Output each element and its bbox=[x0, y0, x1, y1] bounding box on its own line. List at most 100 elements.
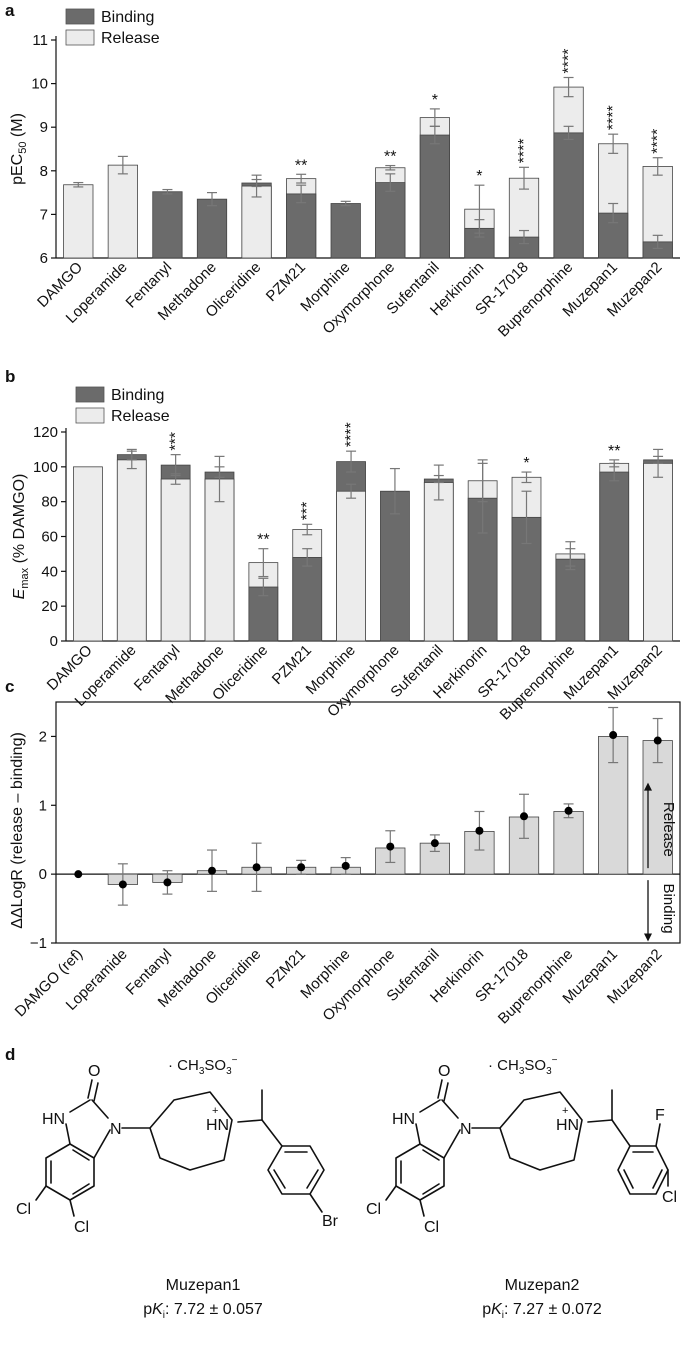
chart-c-point-methadone bbox=[208, 866, 216, 875]
panel-label-c: c bbox=[5, 677, 14, 696]
chart-a-ytick-label-8: 8 bbox=[40, 163, 48, 180]
chart-c-point-morphine bbox=[341, 861, 350, 870]
atom-nh: HN bbox=[392, 1111, 415, 1128]
chart-b-ytick-label-0: 0 bbox=[50, 633, 58, 650]
atom-cl: Cl bbox=[662, 1189, 677, 1206]
structure-muzepan1: · CH3SO3− O HN N HN + Br bbox=[16, 1055, 339, 1321]
chart-b-legend-swatch-binding bbox=[75, 386, 105, 403]
chart-a-bar-binding-methadone bbox=[196, 198, 228, 259]
chart-b-ytick-label-40: 40 bbox=[41, 563, 58, 580]
salt-label-muzepan1: · CH3SO3− bbox=[168, 1055, 238, 1077]
pki-muzepan2: pKi: 7.27 ± 0.072 bbox=[482, 1301, 602, 1321]
chart-a-bar-binding-fentanyl bbox=[152, 191, 183, 259]
panel-label-a: a bbox=[5, 1, 15, 20]
chart-b-bar-binding-buprenorphine bbox=[555, 558, 586, 642]
chart-b-legend: Binding Release bbox=[75, 386, 170, 425]
chart-b-sig-pzm21: *** bbox=[299, 502, 316, 521]
chart-b-sig-sr-17018: * bbox=[523, 455, 529, 472]
compound-name-muzepan2: Muzepan2 bbox=[505, 1277, 580, 1294]
chart-c-point-muzepan1 bbox=[609, 731, 618, 740]
chart-b-bar-release-muzepan2 bbox=[643, 462, 673, 642]
chart-a-bar-binding-pzm21 bbox=[286, 193, 317, 259]
chart-b-emax: 0 20 40 60 80 100 120 Emax (% DAMGO) Binding Rele… bbox=[11, 386, 680, 723]
atom-n: N bbox=[460, 1121, 472, 1138]
chart-c-point-buprenorphine bbox=[564, 806, 573, 815]
chart-a-sig-muzepan1: **** bbox=[605, 105, 622, 130]
chart-a-sig-oxymorphone: ** bbox=[384, 149, 396, 166]
chart-a-sig-herkinorin: * bbox=[476, 168, 482, 185]
chart-b-bar-binding-pzm21 bbox=[292, 557, 323, 642]
chart-c-point-sufentanil bbox=[430, 839, 439, 848]
atom-cl-2: Cl bbox=[424, 1219, 439, 1236]
chart-b-bar-release-damgo bbox=[73, 466, 103, 642]
chart-c-point-muzepan2 bbox=[653, 736, 662, 745]
chart-a-ytick-label-9: 9 bbox=[40, 119, 48, 136]
atom-o: O bbox=[438, 1063, 450, 1080]
chart-a-legend-label-binding: Binding bbox=[101, 9, 154, 26]
atom-f: F bbox=[655, 1107, 665, 1124]
chart-a-sig-sufentanil: * bbox=[432, 92, 438, 109]
chart-b-bar-binding-oxymorphone bbox=[380, 490, 410, 642]
chart-c-point-oliceridine bbox=[252, 863, 261, 872]
chart-a-legend-swatch-binding bbox=[65, 8, 95, 25]
atom-cl-2: Cl bbox=[74, 1219, 89, 1236]
panel-label-d: d bbox=[5, 1045, 15, 1064]
chart-a-legend-label-release: Release bbox=[101, 30, 160, 47]
chart-a-ylabel: pEC50 (M) bbox=[9, 113, 29, 185]
chart-a-ytick-label-7: 7 bbox=[40, 206, 48, 223]
chart-b-ytick-label-120: 120 bbox=[33, 424, 58, 441]
chart-b-bar-release-sufentanil bbox=[423, 482, 454, 642]
chart-a-bar-binding-sufentanil bbox=[419, 134, 450, 259]
atom-br: Br bbox=[322, 1213, 339, 1230]
chart-c-point-fentanyl bbox=[163, 878, 172, 887]
chart-b-ytick-label-100: 100 bbox=[33, 459, 58, 476]
chart-a-sig-sr-17018: **** bbox=[516, 138, 533, 163]
chart-c-ytick-label--1: −1 bbox=[30, 935, 47, 952]
chart-a-legend: Binding Release bbox=[65, 8, 160, 47]
atom-hn-plus: HN bbox=[206, 1117, 229, 1134]
panel-label-b: b bbox=[5, 367, 15, 386]
chart-a-bar-binding-buprenorphine bbox=[553, 132, 584, 259]
chart-a-sig-buprenorphine: **** bbox=[561, 49, 578, 74]
chart-b-sig-morphine: **** bbox=[343, 422, 360, 447]
chart-c-point-damgo-ref bbox=[74, 870, 83, 879]
chart-b-bar-release-fentanyl bbox=[160, 478, 191, 642]
atom-hn-plus: HN bbox=[556, 1117, 579, 1134]
chart-a-bar-release-oliceridine bbox=[241, 185, 272, 259]
chart-c-bar-buprenorphine bbox=[553, 811, 584, 875]
atom-o: O bbox=[88, 1063, 100, 1080]
chart-c-frame bbox=[55, 701, 681, 944]
chart-c-point-pzm21 bbox=[297, 863, 306, 872]
chart-c-point-oxymorphone bbox=[386, 842, 395, 851]
atom-plus: + bbox=[212, 1105, 218, 1117]
atom-n: N bbox=[110, 1121, 122, 1138]
chart-a-ytick-label-6: 6 bbox=[40, 250, 48, 267]
chart-a-sig-muzepan2: **** bbox=[650, 129, 667, 154]
chart-c-release-label: Release bbox=[660, 802, 677, 857]
chart-b-bar-release-loperamide bbox=[116, 459, 147, 642]
chart-c-point-sr-17018 bbox=[520, 812, 528, 821]
salt-label-muzepan2: · CH3SO3− bbox=[488, 1055, 558, 1077]
chart-b-ytick-label-60: 60 bbox=[41, 529, 58, 546]
chart-c-ytick-label-2: 2 bbox=[39, 728, 47, 745]
chart-c-binding-label: Binding bbox=[660, 884, 677, 934]
chart-c-point-loperamide bbox=[118, 880, 127, 889]
chart-a-sig-pzm21: ** bbox=[295, 157, 307, 174]
chart-b-ytick-label-80: 80 bbox=[41, 494, 58, 511]
chart-a-legend-swatch-release bbox=[65, 29, 95, 46]
chart-a-ytick-label-11: 11 bbox=[32, 32, 48, 49]
chart-c-ytick-label-1: 1 bbox=[39, 797, 47, 814]
chart-c-arrow-up-head bbox=[644, 782, 652, 791]
chart-b-bar-release-methadone bbox=[204, 478, 235, 642]
chart-b-legend-label-binding: Binding bbox=[111, 387, 164, 404]
pki-muzepan1: pKi: 7.72 ± 0.057 bbox=[143, 1301, 263, 1321]
chart-b-legend-label-release: Release bbox=[111, 408, 170, 425]
chart-c-ytick-label-0: 0 bbox=[39, 866, 47, 883]
atom-plus: + bbox=[562, 1105, 568, 1117]
chart-a-ytick-label-10: 10 bbox=[31, 76, 48, 93]
chart-a-bar-binding-oxymorphone bbox=[375, 182, 406, 259]
structure-muzepan2: · CH3SO3− O HN N HN + F Cl Cl Cl Muzepan… bbox=[366, 1055, 677, 1321]
